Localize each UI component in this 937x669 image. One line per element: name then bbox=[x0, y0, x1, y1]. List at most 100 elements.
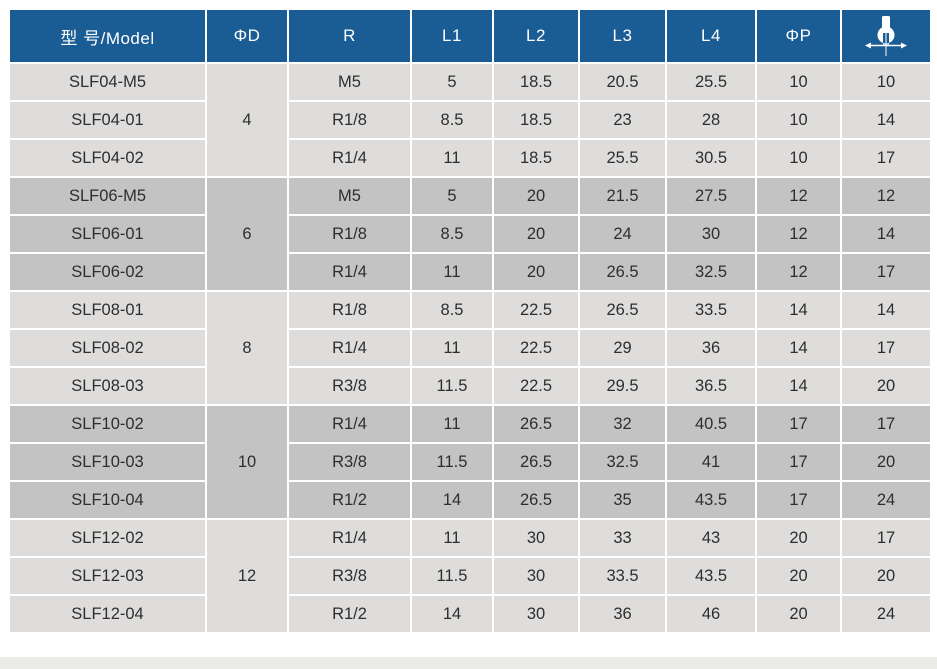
model-cell: SLF08-03 bbox=[8, 366, 207, 406]
wrench-size-cell: 20 bbox=[840, 556, 932, 596]
l1-cell: 8.5 bbox=[410, 214, 494, 254]
l2-cell: 30 bbox=[492, 556, 580, 596]
thread-cell: M5 bbox=[287, 176, 412, 216]
l3-cell: 29.5 bbox=[578, 366, 667, 406]
l3-cell: 32.5 bbox=[578, 442, 667, 482]
thread-cell: R1/4 bbox=[287, 138, 412, 178]
wrench-size-cell: 17 bbox=[840, 404, 932, 444]
model-cell: SLF04-02 bbox=[8, 138, 207, 178]
model-cell: SLF12-03 bbox=[8, 556, 207, 596]
p-diameter-cell: 10 bbox=[755, 138, 842, 178]
l1-cell: 11.5 bbox=[410, 442, 494, 482]
l2-cell: 26.5 bbox=[492, 442, 580, 482]
p-diameter-cell: 20 bbox=[755, 518, 842, 558]
l1-cell: 11 bbox=[410, 252, 494, 292]
p-diameter-cell: 10 bbox=[755, 62, 842, 102]
wrench-size-cell: 14 bbox=[840, 290, 932, 330]
table-row: SLF06-M5 6 M5 5 20 21.5 27.5 12 12 bbox=[8, 176, 932, 292]
l1-cell: 11 bbox=[410, 328, 494, 368]
l3-cell: 25.5 bbox=[578, 138, 667, 178]
l1-cell: 8.5 bbox=[410, 100, 494, 140]
header-model: 型 号/Model bbox=[8, 8, 207, 64]
l2-cell: 30 bbox=[492, 594, 580, 634]
l1-cell: 8.5 bbox=[410, 290, 494, 330]
thread-cell: R1/8 bbox=[287, 100, 412, 140]
thread-cell: R1/4 bbox=[287, 518, 412, 558]
l3-cell: 35 bbox=[578, 480, 667, 520]
l4-cell: 41 bbox=[665, 442, 757, 482]
l2-cell: 22.5 bbox=[492, 290, 580, 330]
l1-cell: 11 bbox=[410, 518, 494, 558]
table-row: SLF08-03 R3/8 11.5 22.5 29.5 36.5 14 20 bbox=[8, 366, 932, 406]
header-l2: L2 bbox=[492, 8, 580, 64]
header-row: 型 号/Model ΦD R L1 L2 L3 L4 ΦP bbox=[8, 8, 932, 64]
page-bottom-strip bbox=[0, 657, 937, 669]
l1-cell: 14 bbox=[410, 594, 494, 634]
l4-cell: 43.5 bbox=[665, 480, 757, 520]
l4-cell: 32.5 bbox=[665, 252, 757, 292]
l4-cell: 33.5 bbox=[665, 290, 757, 330]
header-l3: L3 bbox=[578, 8, 667, 64]
model-cell: SLF06-01 bbox=[8, 214, 207, 254]
diameter-cell: 10 bbox=[205, 404, 289, 520]
wrench-size-cell: 14 bbox=[840, 214, 932, 254]
p-diameter-cell: 14 bbox=[755, 366, 842, 406]
p-diameter-cell: 17 bbox=[755, 404, 842, 444]
l4-cell: 40.5 bbox=[665, 404, 757, 444]
l2-cell: 18.5 bbox=[492, 138, 580, 178]
l1-cell: 5 bbox=[410, 176, 494, 216]
model-cell: SLF08-02 bbox=[8, 328, 207, 368]
diameter-cell: 12 bbox=[205, 518, 289, 634]
model-cell: SLF10-03 bbox=[8, 442, 207, 482]
p-diameter-cell: 17 bbox=[755, 442, 842, 482]
l1-cell: 14 bbox=[410, 480, 494, 520]
p-diameter-cell: 12 bbox=[755, 252, 842, 292]
thread-cell: M5 bbox=[287, 62, 412, 102]
wrench-size-cell: 17 bbox=[840, 138, 932, 178]
wrench-size-cell: 17 bbox=[840, 328, 932, 368]
l2-cell: 26.5 bbox=[492, 404, 580, 444]
p-diameter-cell: 12 bbox=[755, 214, 842, 254]
l4-cell: 27.5 bbox=[665, 176, 757, 216]
wrench-size-cell: 20 bbox=[840, 366, 932, 406]
l2-cell: 26.5 bbox=[492, 480, 580, 520]
l3-cell: 21.5 bbox=[578, 176, 667, 216]
thread-cell: R1/4 bbox=[287, 252, 412, 292]
header-p-diameter: ΦP bbox=[755, 8, 842, 64]
table-row: SLF04-01 R1/8 8.5 18.5 23 28 10 14 bbox=[8, 100, 932, 140]
table-row: SLF04-02 R1/4 11 18.5 25.5 30.5 10 17 bbox=[8, 138, 932, 178]
table-row: SLF04-M5 4 M5 5 18.5 20.5 25.5 10 10 bbox=[8, 62, 932, 178]
l3-cell: 26.5 bbox=[578, 290, 667, 330]
spec-table: 型 号/Model ΦD R L1 L2 L3 L4 ΦP bbox=[8, 8, 932, 634]
l4-cell: 30.5 bbox=[665, 138, 757, 178]
l3-cell: 29 bbox=[578, 328, 667, 368]
l2-cell: 20 bbox=[492, 214, 580, 254]
thread-cell: R1/2 bbox=[287, 594, 412, 634]
wrench-size-cell: 17 bbox=[840, 252, 932, 292]
l4-cell: 36 bbox=[665, 328, 757, 368]
header-thread: R bbox=[287, 8, 412, 64]
p-diameter-cell: 20 bbox=[755, 556, 842, 596]
header-diameter: ΦD bbox=[205, 8, 289, 64]
model-cell: SLF12-02 bbox=[8, 518, 207, 558]
wrench-width-icon bbox=[843, 13, 929, 59]
l3-cell: 24 bbox=[578, 214, 667, 254]
model-cell: SLF04-M5 bbox=[8, 62, 207, 102]
p-diameter-cell: 14 bbox=[755, 290, 842, 330]
wrench-size-cell: 12 bbox=[840, 176, 932, 216]
l2-cell: 18.5 bbox=[492, 100, 580, 140]
wrench-size-cell: 14 bbox=[840, 100, 932, 140]
table-row: SLF10-03 R3/8 11.5 26.5 32.5 41 17 20 bbox=[8, 442, 932, 482]
p-diameter-cell: 17 bbox=[755, 480, 842, 520]
wrench-size-cell: 10 bbox=[840, 62, 932, 102]
diameter-cell: 6 bbox=[205, 176, 289, 292]
l2-cell: 30 bbox=[492, 518, 580, 558]
header-l1: L1 bbox=[410, 8, 494, 64]
l4-cell: 30 bbox=[665, 214, 757, 254]
l1-cell: 11 bbox=[410, 404, 494, 444]
thread-cell: R1/2 bbox=[287, 480, 412, 520]
p-diameter-cell: 10 bbox=[755, 100, 842, 140]
wrench-size-cell: 24 bbox=[840, 480, 932, 520]
l1-cell: 11.5 bbox=[410, 556, 494, 596]
